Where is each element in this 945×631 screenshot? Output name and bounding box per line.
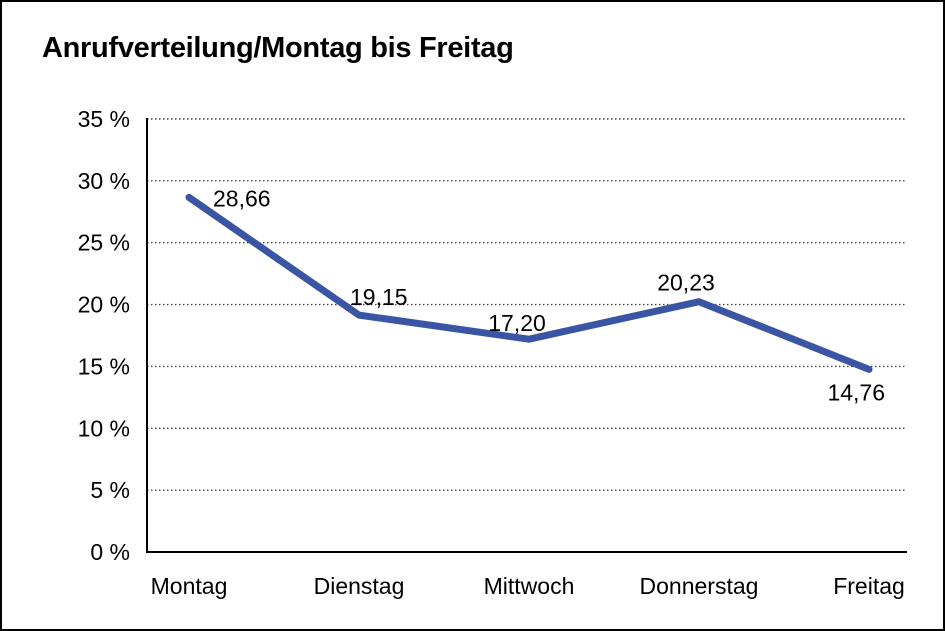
y-tick-label: 0 % <box>90 539 130 565</box>
y-tick-label: 15 % <box>78 353 130 379</box>
data-point-label: 28,66 <box>213 185 271 211</box>
data-point-label: 17,20 <box>488 310 546 336</box>
x-category-label: Freitag <box>833 573 905 599</box>
series-line <box>185 193 873 373</box>
x-category-label: Dienstag <box>314 573 405 599</box>
x-category-label: Montag <box>151 573 228 599</box>
y-tick-label: 20 % <box>78 292 130 318</box>
data-point-label: 20,23 <box>657 270 715 296</box>
y-tick-label: 5 % <box>90 477 130 503</box>
y-tick-label: 25 % <box>78 230 130 256</box>
chart-title: Anrufverteilung/Montag bis Freitag <box>42 32 514 64</box>
x-category-label: Donnerstag <box>640 573 759 599</box>
data-point-labels: 28,66 19,15 17,20 20,23 14,76 <box>213 185 885 405</box>
y-axis-tick-labels: 0 % 5 % 10 % 15 % 20 % 25 % 30 % 35 % <box>78 106 130 565</box>
y-tick-label: 30 % <box>78 168 130 194</box>
gridlines <box>147 118 907 491</box>
x-category-label: Mittwoch <box>484 573 575 599</box>
x-axis-category-labels: Montag Dienstag Mittwoch Donnerstag Freitag <box>151 573 905 599</box>
y-tick-label: 10 % <box>78 415 130 441</box>
data-point-label: 19,15 <box>350 284 408 310</box>
y-tick-label: 35 % <box>78 106 130 132</box>
data-point-label: 14,76 <box>827 379 885 405</box>
